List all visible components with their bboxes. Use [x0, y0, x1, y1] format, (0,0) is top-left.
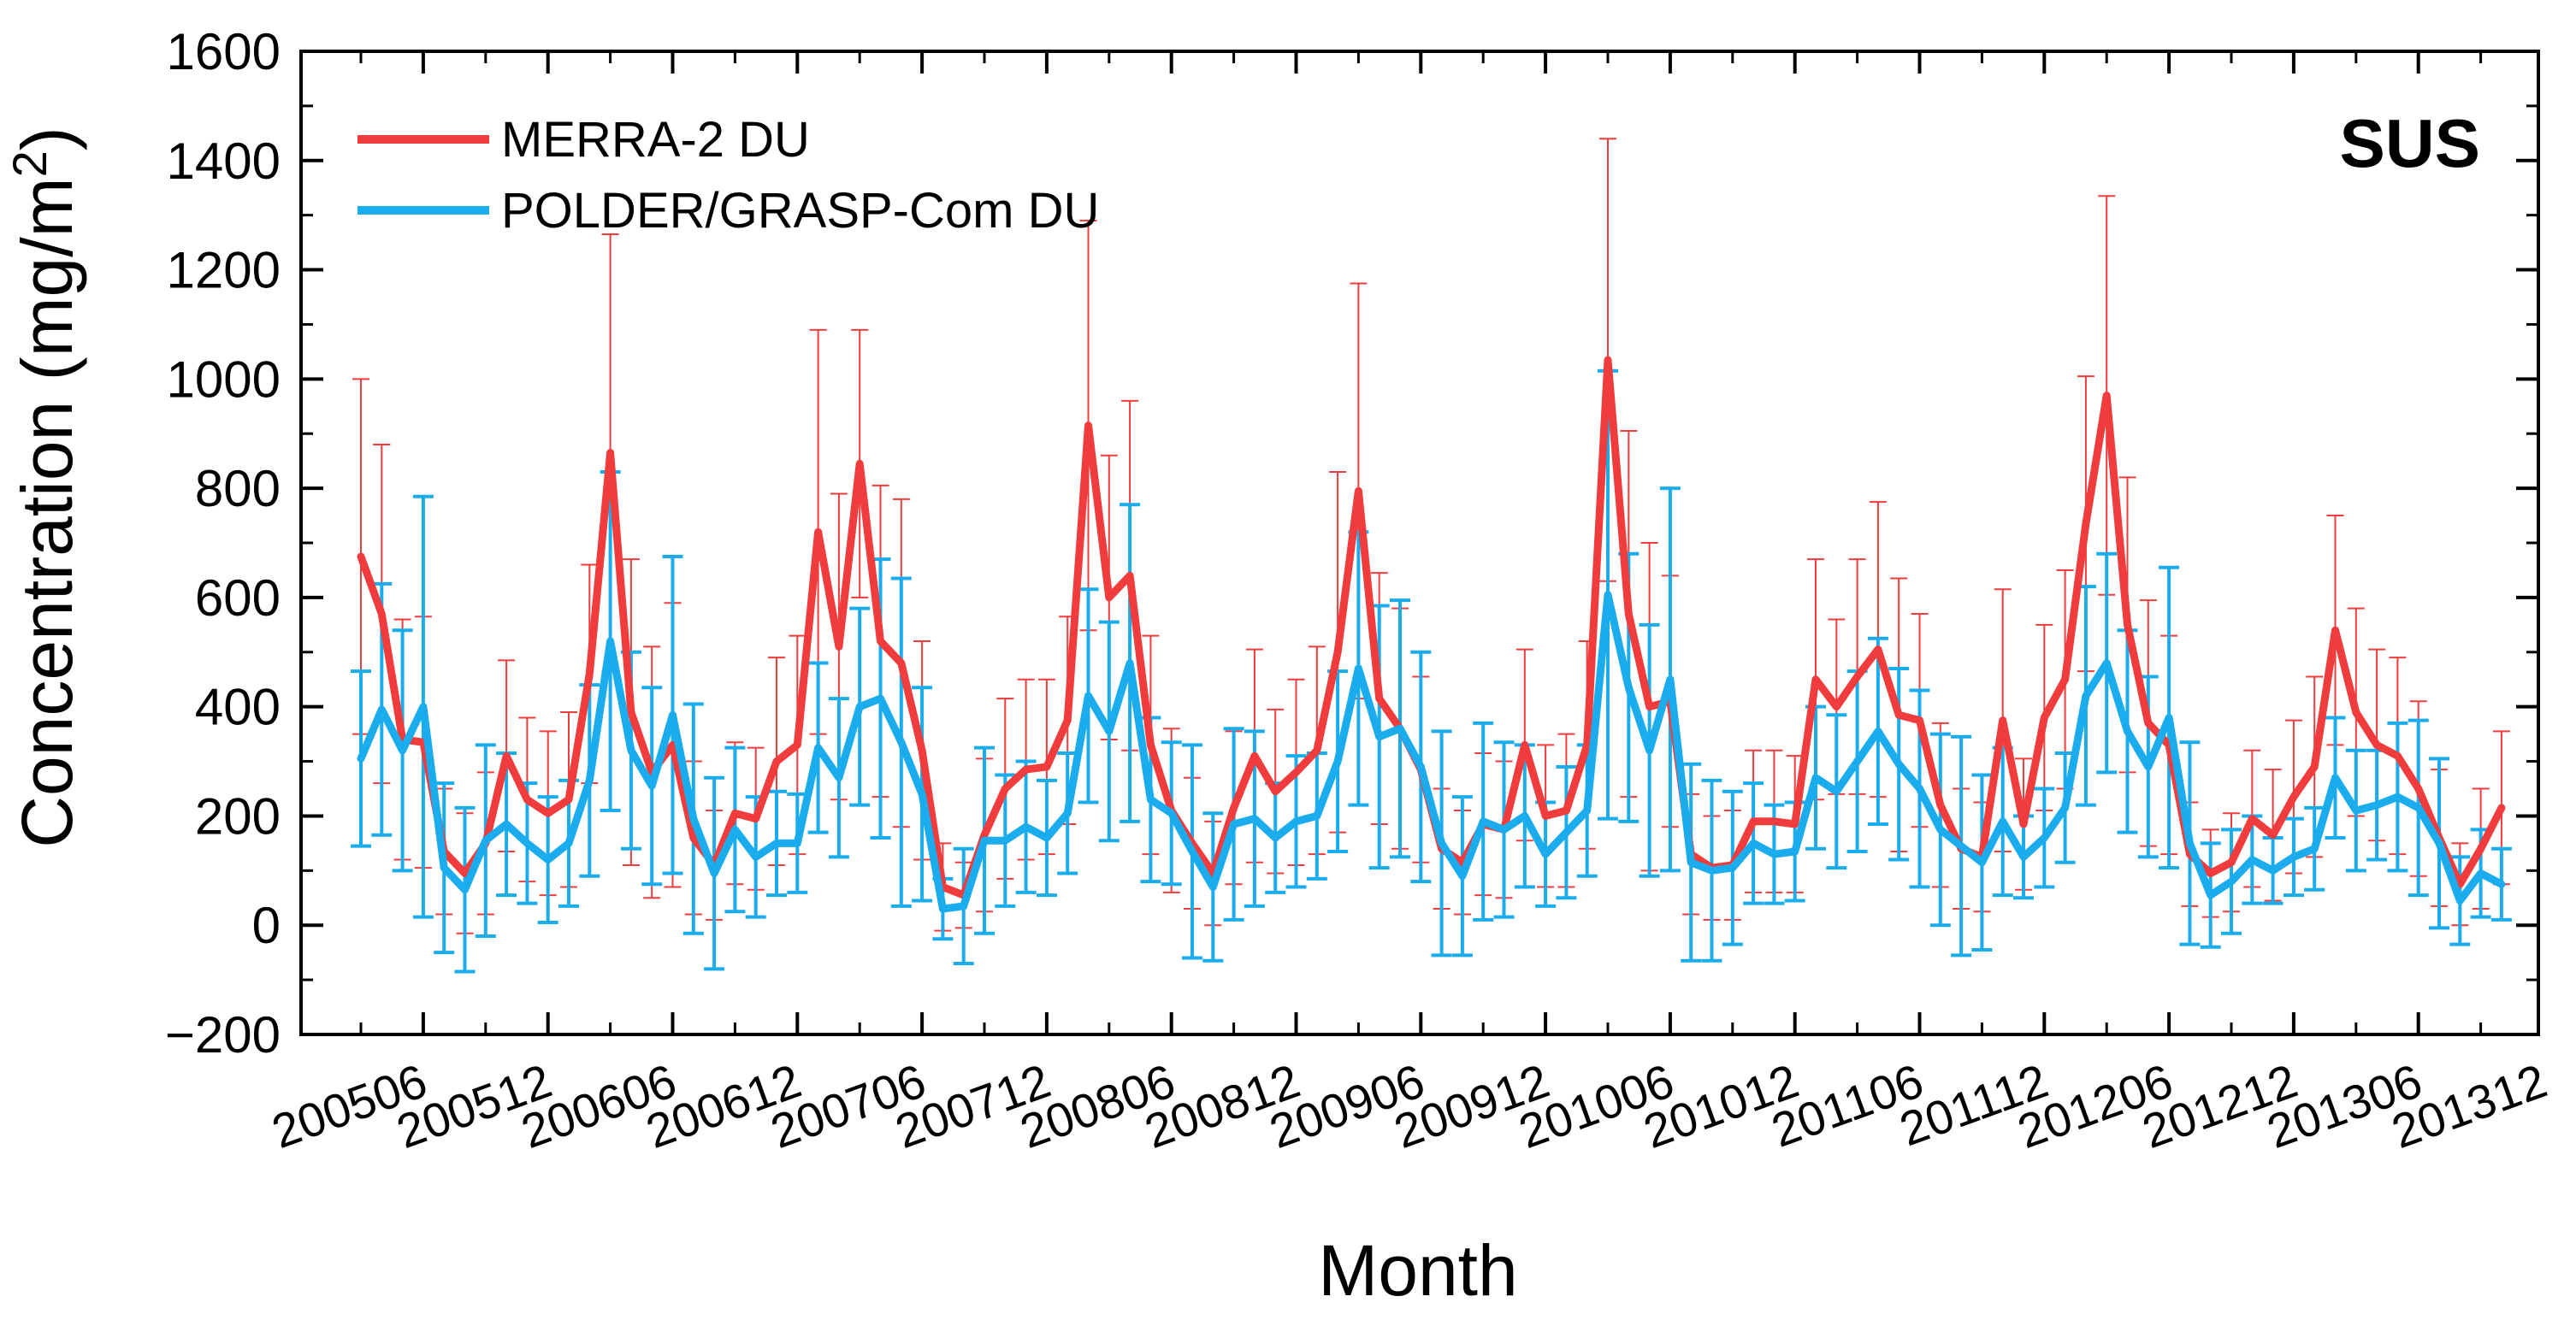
panel-label: SUS — [2340, 105, 2481, 181]
legend-label-merra2: MERRA-2 DU — [501, 112, 810, 168]
y-axis-title: Concentration (mg/m2) — [3, 127, 87, 847]
y-tick-label: 0 — [252, 897, 281, 954]
chart: −200020040060080010001200140016002005062… — [0, 0, 2576, 1320]
y-tick-label: 1200 — [167, 242, 281, 299]
y-tick-label: 600 — [195, 569, 281, 627]
y-tick-label: 200 — [195, 787, 281, 845]
legend-label-polder: POLDER/GRASP-Com DU — [501, 183, 1099, 239]
y-tick-label: 1000 — [167, 351, 281, 408]
y-tick-label: 400 — [195, 679, 281, 736]
y-tick-label: 800 — [195, 460, 281, 517]
x-axis-title: Month — [1318, 1230, 1517, 1311]
y-tick-label: 1600 — [167, 23, 281, 80]
y-tick-label: 1400 — [167, 133, 281, 190]
y-axis-title-superscript: 2 — [3, 150, 56, 177]
y-tick-label: −200 — [165, 1006, 281, 1064]
